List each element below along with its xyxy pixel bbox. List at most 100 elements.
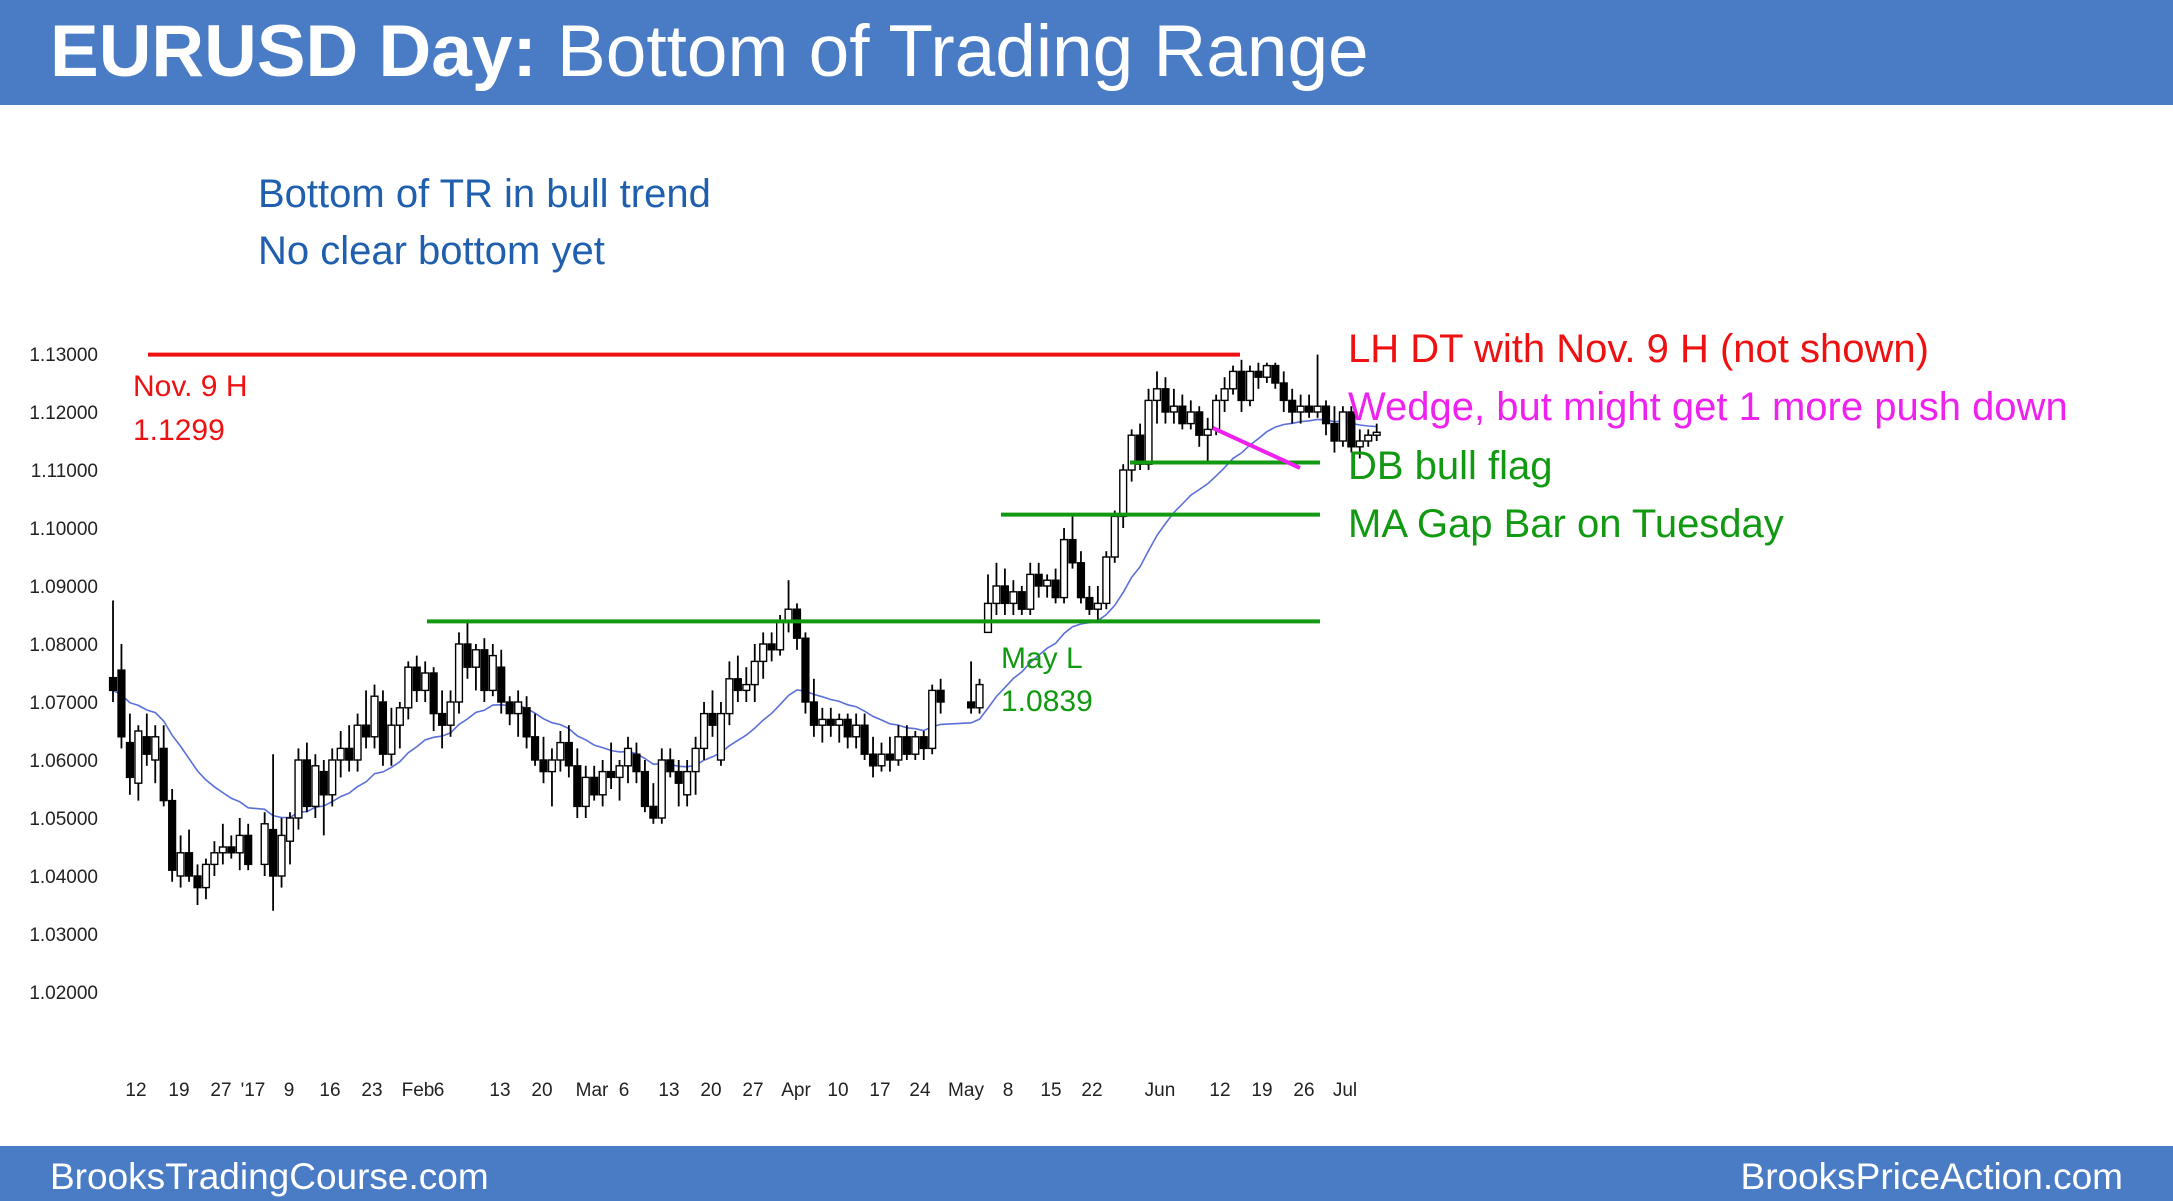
- candle-body: [1034, 573, 1043, 587]
- candle-body: [471, 649, 481, 668]
- candle-body: [992, 585, 1001, 605]
- candle-body: [666, 759, 675, 773]
- candle-body: [1076, 562, 1086, 599]
- note-line-2: No clear bottom yet: [258, 229, 605, 273]
- x-tick-label: 10: [827, 1080, 848, 1101]
- x-tick-label: 17: [869, 1080, 890, 1101]
- x-tick-label: 6: [434, 1080, 445, 1101]
- candle-body: [1152, 388, 1162, 402]
- candle-body: [1144, 399, 1153, 465]
- x-tick-label: 27: [210, 1080, 231, 1101]
- x-tick-label: 19: [1251, 1080, 1272, 1101]
- x-tick-label: 20: [700, 1080, 721, 1101]
- candle-body: [488, 654, 497, 692]
- candle-body: [184, 852, 194, 877]
- x-tick-label: 26: [1293, 1080, 1314, 1101]
- y-tick-label: 1.02000: [29, 983, 98, 1004]
- candle-body: [835, 718, 844, 726]
- candle-body: [134, 730, 143, 784]
- candle-body: [378, 701, 388, 755]
- candle-body: [902, 736, 911, 755]
- candle-body: [1304, 405, 1314, 413]
- candle-body: [412, 666, 421, 692]
- candle-body: [522, 707, 531, 738]
- candle-body: [1254, 370, 1263, 378]
- candle-body: [1135, 434, 1145, 465]
- candle-body: [750, 660, 759, 686]
- candle-body: [843, 718, 852, 738]
- x-tick-label: 13: [489, 1080, 510, 1101]
- lh-dt-annotation: LH DT with Nov. 9 H (not shown): [1348, 327, 1929, 371]
- candle-body: [928, 689, 937, 750]
- candle-body: [1220, 388, 1229, 402]
- candle-body: [285, 817, 295, 842]
- y-tick-label: 1.08000: [29, 635, 98, 656]
- candle-body: [1195, 411, 1204, 436]
- candle-body: [623, 747, 633, 767]
- y-tick-label: 1.07000: [29, 693, 98, 714]
- x-tick-label: 27: [742, 1080, 763, 1101]
- candle-body: [345, 747, 354, 761]
- candle-body: [1186, 411, 1195, 425]
- candle-body: [454, 643, 464, 703]
- candle-body: [1110, 515, 1119, 558]
- may-low-value: 1.0839: [1001, 685, 1093, 718]
- candle-body: [1313, 405, 1322, 413]
- nov9-high-value: 1.1299: [133, 414, 225, 447]
- candle-body: [1321, 405, 1331, 425]
- candle-body: [159, 747, 168, 802]
- y-tick-label: 1.09000: [29, 577, 98, 598]
- candle-body: [1296, 405, 1305, 413]
- candle-body: [1009, 591, 1018, 605]
- candle-body: [505, 701, 514, 715]
- candle-body: [894, 736, 903, 761]
- candle-body: [353, 724, 362, 761]
- x-tick-label: 12: [1209, 1080, 1230, 1101]
- candle-body: [1169, 405, 1179, 413]
- candle-body: [1372, 431, 1381, 436]
- candle-body: [801, 637, 810, 703]
- candle-body: [1262, 364, 1271, 378]
- wedge-annotation: Wedge, but might get 1 more push down: [1348, 385, 2068, 429]
- page-title: EURUSD Day: Bottom of Trading Range: [50, 4, 1369, 100]
- candle-body: [438, 712, 447, 726]
- candle-body: [581, 776, 590, 808]
- candle-body: [227, 846, 236, 854]
- candle-body: [967, 701, 976, 709]
- candle-body: [1127, 434, 1136, 471]
- candle-body: [674, 770, 683, 784]
- candle-body: [201, 863, 211, 889]
- candle-body: [294, 759, 303, 819]
- footer-left-link[interactable]: BrooksTradingCourse.com: [50, 1156, 489, 1197]
- candle-body: [260, 823, 269, 866]
- candle-body: [302, 759, 312, 808]
- candle-body: [429, 672, 438, 715]
- candle-body: [615, 765, 624, 779]
- candle-body: [860, 724, 869, 755]
- candle-body: [699, 712, 709, 750]
- candle-body: [1355, 440, 1364, 448]
- x-tick-label: 24: [909, 1080, 931, 1101]
- x-tick-label: May: [948, 1080, 984, 1101]
- footer-right-link[interactable]: BrooksPriceAction.com: [1740, 1156, 2123, 1197]
- candle-body: [792, 608, 802, 639]
- candle-body: [657, 759, 666, 819]
- candle-body: [1068, 538, 1077, 564]
- x-tick-label: 22: [1081, 1080, 1102, 1101]
- x-tick-label: 23: [361, 1080, 382, 1101]
- candle-body: [607, 770, 616, 779]
- candle-body: [218, 846, 227, 854]
- x-tick-label: Mar: [576, 1080, 609, 1101]
- candle-body: [708, 712, 717, 726]
- x-tick-label: 19: [168, 1080, 189, 1101]
- candle-body: [168, 799, 177, 871]
- candle-body: [852, 724, 861, 738]
- candle-body: [176, 852, 185, 877]
- candle-body: [1178, 405, 1187, 425]
- candle-body: [395, 707, 404, 726]
- candle-body: [235, 834, 244, 854]
- candle-body: [1271, 364, 1280, 384]
- candle-body: [1203, 428, 1212, 436]
- candle-body: [328, 759, 337, 796]
- candle-body: [125, 741, 135, 779]
